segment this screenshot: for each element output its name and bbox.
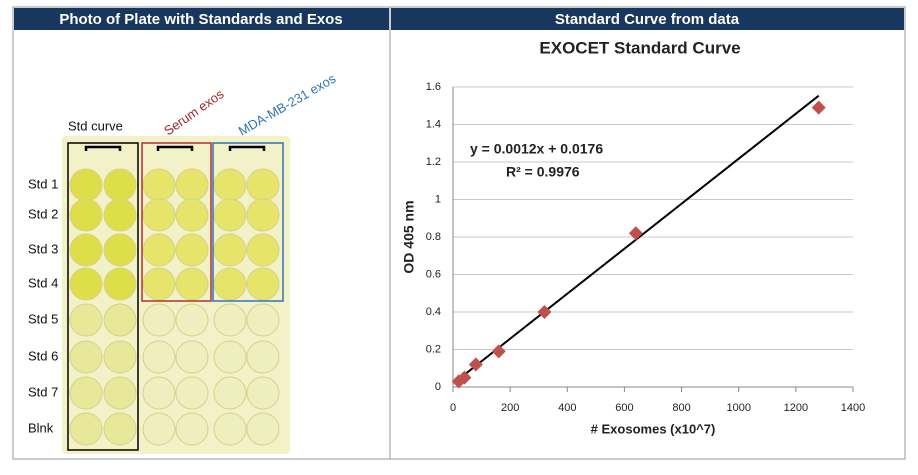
- right-header-bar: [391, 8, 904, 30]
- well: [213, 303, 247, 337]
- x-tick-label: 600: [615, 402, 633, 414]
- well: [246, 303, 280, 337]
- well: [246, 412, 280, 446]
- y-axis-label: OD 405 nm: [401, 200, 417, 273]
- x-tick-label: 400: [558, 402, 576, 414]
- row-label: Std 3: [28, 241, 58, 256]
- y-tick-label: 1.6: [426, 81, 441, 93]
- well: [175, 168, 209, 202]
- well: [213, 376, 247, 410]
- well: [69, 198, 103, 232]
- group-box: [67, 142, 139, 451]
- data-point: [811, 100, 826, 115]
- well: [69, 340, 103, 374]
- x-tick-label: 1200: [784, 402, 808, 414]
- well: [142, 198, 176, 232]
- data-point: [451, 374, 466, 389]
- well: [69, 233, 103, 267]
- well: [213, 168, 247, 202]
- plate: [62, 136, 290, 454]
- well: [142, 376, 176, 410]
- bracket: [156, 145, 194, 151]
- group-box: [212, 142, 284, 302]
- left-header: Photo of Plate with Standards and Exos: [59, 11, 342, 28]
- well: [142, 233, 176, 267]
- well: [175, 340, 209, 374]
- well: [213, 233, 247, 267]
- row-label: Std 2: [28, 206, 58, 221]
- well: [175, 376, 209, 410]
- well: [69, 168, 103, 202]
- well: [103, 376, 137, 410]
- column-label: Std curve: [68, 118, 123, 133]
- x-tick-label: 1000: [726, 402, 750, 414]
- y-tick-label: 1.2: [426, 156, 441, 168]
- row-label: Std 4: [28, 275, 58, 290]
- well: [175, 233, 209, 267]
- group-box: [141, 142, 212, 302]
- y-tick-label: 0: [435, 381, 441, 393]
- well: [213, 340, 247, 374]
- data-point: [468, 357, 483, 372]
- y-tick-label: 0.8: [426, 231, 441, 243]
- row-label: Std 5: [28, 311, 58, 326]
- x-tick-label: 200: [501, 402, 519, 414]
- well: [69, 376, 103, 410]
- bracket: [228, 145, 266, 151]
- annotation: R² = 0.9976: [506, 164, 580, 180]
- x-tick-label: 0: [450, 402, 456, 414]
- well: [69, 303, 103, 337]
- right-header: Standard Curve from data: [555, 11, 740, 28]
- annotation: y = 0.0012x + 0.0176: [470, 141, 603, 157]
- y-tick-label: 0.2: [426, 343, 441, 355]
- well: [213, 412, 247, 446]
- well: [103, 303, 137, 337]
- left-header-bar: [14, 8, 389, 30]
- y-tick-label: 1.4: [426, 118, 441, 130]
- x-tick-label: 1400: [841, 402, 865, 414]
- y-tick-label: 0.6: [426, 268, 441, 280]
- well: [213, 267, 247, 301]
- x-axis-label: # Exosomes (x10^7): [591, 421, 716, 436]
- well: [175, 303, 209, 337]
- well: [246, 267, 280, 301]
- well: [142, 168, 176, 202]
- well: [103, 233, 137, 267]
- well: [103, 267, 137, 301]
- chart-title: EXOCET Standard Curve: [539, 38, 740, 57]
- well: [142, 412, 176, 446]
- well: [142, 303, 176, 337]
- well: [103, 412, 137, 446]
- row-label: Std 1: [28, 176, 58, 191]
- trendline: [458, 94, 820, 380]
- well: [175, 198, 209, 232]
- well: [246, 376, 280, 410]
- data-point: [491, 344, 506, 359]
- data-point: [537, 305, 552, 319]
- well: [213, 198, 247, 232]
- well: [246, 233, 280, 267]
- well: [246, 168, 280, 202]
- well: [175, 412, 209, 446]
- x-tick-label: 800: [672, 402, 690, 414]
- bracket: [84, 145, 122, 151]
- well: [103, 198, 137, 232]
- well: [142, 340, 176, 374]
- well: [103, 168, 137, 202]
- well: [246, 340, 280, 374]
- row-label: Blnk: [28, 420, 54, 435]
- well: [69, 267, 103, 301]
- well: [103, 340, 137, 374]
- well: [175, 267, 209, 301]
- data-point: [628, 226, 643, 241]
- well: [246, 198, 280, 232]
- y-tick-label: 0.4: [426, 306, 441, 318]
- well: [142, 267, 176, 301]
- well: [69, 412, 103, 446]
- row-label: Std 6: [28, 348, 58, 363]
- row-label: Std 7: [28, 384, 58, 399]
- y-tick-label: 1: [435, 193, 441, 205]
